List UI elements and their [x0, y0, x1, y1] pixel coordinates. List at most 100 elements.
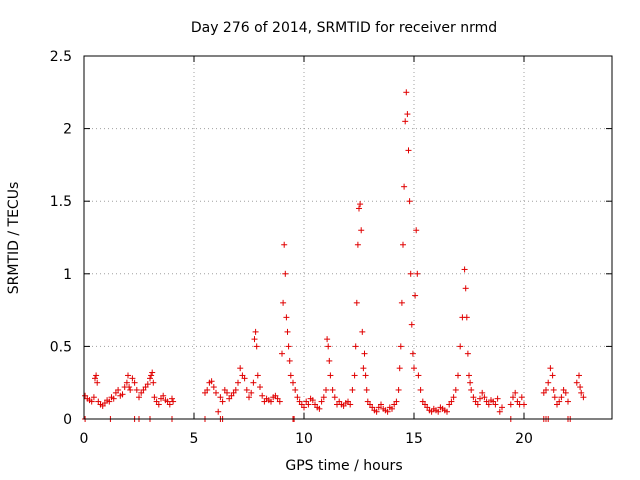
- data-point: [545, 379, 552, 386]
- data-point: [232, 386, 239, 393]
- data-point: [397, 343, 404, 350]
- chart-title: Day 276 of 2014, SRMTID for receiver nrm…: [191, 20, 497, 36]
- data-point: [411, 365, 417, 372]
- data-point: [125, 372, 131, 379]
- data-point: [485, 401, 492, 408]
- data-point: [384, 408, 391, 415]
- data-point: [468, 386, 475, 393]
- data-point: [481, 394, 488, 401]
- y-tick-label: 1: [63, 267, 72, 283]
- data-point: [444, 408, 450, 415]
- data-point: [136, 394, 142, 401]
- data-point: [510, 394, 516, 401]
- data-point: [518, 394, 525, 401]
- data-point: [292, 386, 299, 393]
- data-point: [150, 379, 157, 386]
- axis-ticks: [83, 55, 612, 420]
- x-tick-labels: 0 5 10 15 20: [80, 431, 533, 447]
- data-point: [219, 398, 226, 405]
- data-point: [352, 343, 359, 350]
- x-tick-label: 0: [80, 431, 89, 447]
- data-point: [549, 372, 556, 379]
- data-point: [252, 328, 259, 335]
- data-point: [407, 270, 414, 277]
- data-point: [123, 379, 130, 386]
- x-tick-label: 15: [405, 431, 423, 447]
- data-point: [320, 394, 327, 401]
- data-point: [119, 391, 126, 398]
- data-point: [455, 372, 461, 379]
- data-point: [213, 389, 219, 396]
- data-point: [166, 401, 173, 408]
- data-point: [155, 401, 162, 408]
- data-point: [462, 285, 469, 292]
- data-point: [88, 398, 95, 405]
- data-point: [294, 394, 301, 401]
- y-tick-label: 0.5: [50, 339, 72, 355]
- data-point: [396, 365, 403, 372]
- data-point: [573, 379, 580, 386]
- data-point: [389, 405, 395, 412]
- data-point: [494, 395, 501, 402]
- data-point: [360, 365, 367, 372]
- y-tick-label: 0: [63, 412, 72, 428]
- data-point: [361, 350, 368, 357]
- data-point: [243, 386, 250, 393]
- data-point: [253, 343, 260, 350]
- data-point: [356, 205, 362, 212]
- y-tick-label: 1.5: [50, 194, 72, 210]
- data-point: [474, 401, 481, 408]
- data-point: [435, 408, 442, 415]
- data-point: [318, 398, 325, 405]
- data-point: [466, 372, 472, 379]
- data-point: [254, 372, 261, 379]
- data-point: [401, 183, 408, 190]
- data-point: [565, 398, 571, 405]
- data-point: [246, 394, 252, 401]
- data-point: [467, 379, 474, 386]
- data-point: [463, 314, 470, 321]
- data-point: [457, 343, 464, 350]
- y-axis-label: SRMTID / TECUs: [6, 182, 22, 295]
- data-point: [301, 404, 307, 411]
- data-point: [133, 386, 140, 393]
- y-tick-label: 2: [63, 122, 72, 138]
- data-point: [393, 398, 400, 405]
- data-point: [287, 372, 294, 379]
- data-point: [169, 395, 175, 402]
- data-point: [461, 266, 468, 273]
- data-point: [412, 292, 419, 299]
- data-point: [210, 384, 217, 391]
- data-point: [359, 328, 366, 335]
- data-point: [512, 389, 519, 396]
- data-point: [281, 241, 288, 248]
- data-point: [403, 89, 410, 96]
- data-point: [268, 398, 274, 405]
- data-point: [282, 270, 289, 277]
- data-point: [547, 365, 554, 372]
- data-point: [452, 386, 459, 393]
- data-point: [347, 401, 354, 408]
- data-point: [450, 394, 457, 401]
- data-point: [415, 372, 422, 379]
- data-point: [464, 350, 471, 357]
- data-points: [82, 89, 587, 422]
- data-point: [259, 392, 266, 399]
- data-point: [414, 270, 421, 277]
- data-point: [413, 227, 420, 234]
- data-point: [331, 394, 338, 401]
- data-point: [358, 227, 365, 234]
- data-point: [448, 398, 455, 405]
- data-point: [496, 408, 503, 415]
- data-point: [357, 201, 364, 208]
- data-point: [373, 408, 380, 415]
- data-point: [115, 386, 122, 393]
- data-point: [250, 379, 257, 386]
- data-point: [280, 299, 287, 306]
- data-point: [353, 299, 360, 306]
- data-point: [378, 401, 384, 408]
- data-point: [251, 336, 258, 343]
- data-point: [241, 375, 248, 382]
- data-point: [284, 328, 291, 335]
- data-point: [492, 401, 499, 408]
